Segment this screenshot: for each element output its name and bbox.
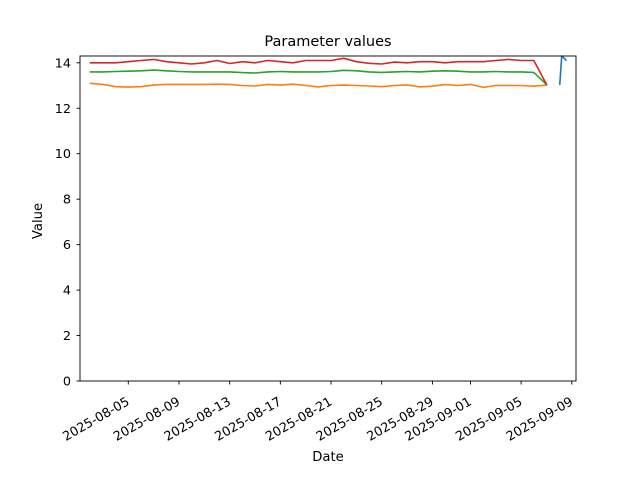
y-tick-label: 6 (63, 238, 71, 253)
y-axis-label: Value (31, 203, 46, 239)
y-tick-label: 12 (55, 102, 71, 117)
series-green-line (89, 69, 548, 86)
plot-area-border (79, 55, 577, 382)
x-axis-label: Date (312, 450, 344, 465)
y-tick-label: 4 (63, 284, 71, 299)
y-tick-label: 14 (55, 56, 71, 71)
y-tick-label: 10 (55, 147, 71, 162)
y-tick-label: 8 (63, 193, 71, 208)
y-tick-label: 0 (63, 375, 71, 390)
y-tick-label: 2 (63, 329, 71, 344)
series-orange-line (89, 82, 548, 89)
series-red-line (89, 57, 548, 86)
axis-ticks: 024681012142025-08-052025-08-092025-08-1… (55, 56, 576, 444)
series-lines (89, 55, 567, 89)
chart-title: Parameter values (264, 34, 391, 50)
series-blue-line (558, 55, 567, 86)
